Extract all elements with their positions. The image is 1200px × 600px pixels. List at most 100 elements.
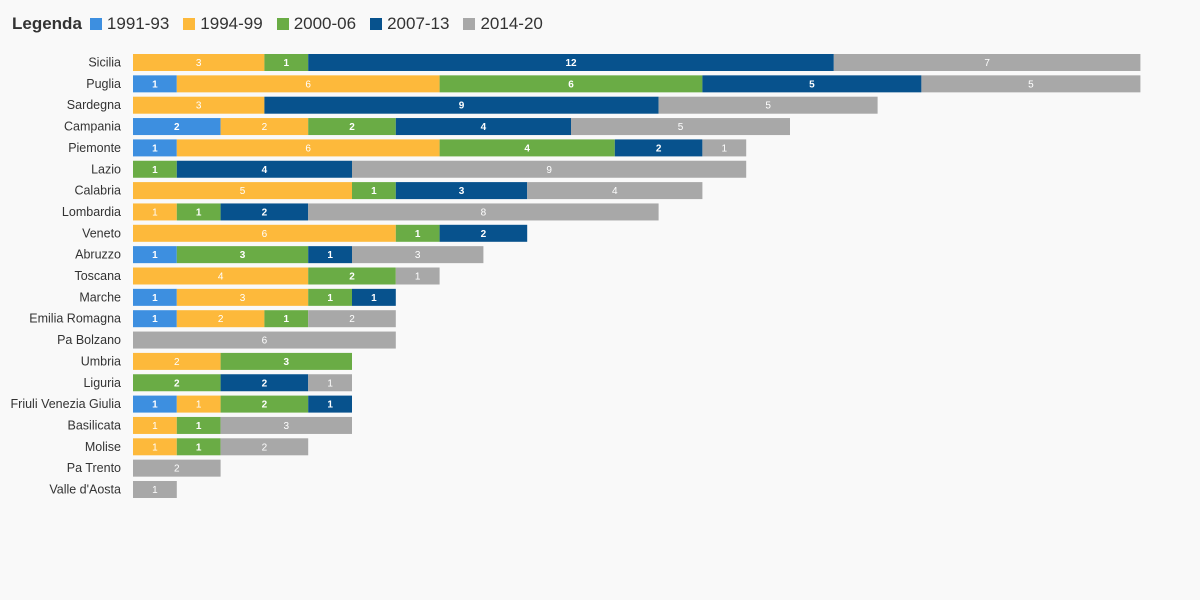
bar-segment[interactable] xyxy=(220,395,309,413)
bar-segment[interactable] xyxy=(352,246,484,264)
bar-segment[interactable] xyxy=(308,246,352,264)
category-label: Umbria xyxy=(81,354,121,368)
legend-swatch xyxy=(183,18,196,30)
bar-segment[interactable] xyxy=(176,416,221,434)
data-label: 3 xyxy=(196,101,202,112)
bar-segment[interactable] xyxy=(264,54,309,71)
data-label: 3 xyxy=(240,250,246,261)
bar-segment[interactable] xyxy=(133,246,177,264)
bar-segment[interactable] xyxy=(395,224,440,242)
bar-segment[interactable] xyxy=(220,203,309,221)
bar-segment[interactable] xyxy=(833,54,1141,71)
bar-segment[interactable] xyxy=(220,118,309,136)
data-label: 3 xyxy=(284,357,290,368)
bar-segment[interactable] xyxy=(176,288,309,306)
bar-segment[interactable] xyxy=(352,160,747,178)
bar-segment[interactable] xyxy=(264,96,659,114)
bar-segment[interactable] xyxy=(308,374,352,392)
bar-segment[interactable] xyxy=(308,54,834,71)
bar-segment[interactable] xyxy=(702,139,747,157)
data-label: 1 xyxy=(284,314,290,325)
bar-segment[interactable] xyxy=(571,118,790,136)
category-label: Campania xyxy=(64,120,121,134)
bar-segment[interactable] xyxy=(133,160,177,178)
bar-segment[interactable] xyxy=(176,438,221,456)
category-label: Piemonte xyxy=(68,141,121,155)
data-label: 12 xyxy=(565,58,577,69)
bar-segment[interactable] xyxy=(176,246,309,264)
bar-segment[interactable] xyxy=(176,160,352,178)
bar-segment[interactable] xyxy=(133,310,177,328)
bar-segment[interactable] xyxy=(352,182,396,200)
bar-segment[interactable] xyxy=(176,395,221,413)
data-label: 1 xyxy=(152,485,158,496)
legend-entry[interactable]: 1994-99 xyxy=(183,14,263,34)
bar-segment[interactable] xyxy=(220,352,352,370)
bar-segment[interactable] xyxy=(133,374,221,392)
bar-segment[interactable] xyxy=(133,481,177,498)
bar-segment[interactable] xyxy=(133,96,265,114)
legend-entry[interactable]: 2000-06 xyxy=(276,14,357,34)
bar-segment[interactable] xyxy=(133,459,221,477)
bar-segment[interactable] xyxy=(264,310,309,328)
bar-segment[interactable] xyxy=(133,54,265,71)
bar-segment[interactable] xyxy=(308,288,352,306)
legend-label: 2000-06 xyxy=(293,14,357,33)
data-label: 1 xyxy=(327,378,333,389)
bar-segment[interactable] xyxy=(133,75,177,93)
bar-segment[interactable] xyxy=(176,75,440,93)
bar-segment[interactable] xyxy=(352,288,396,306)
bar-segment[interactable] xyxy=(308,395,352,413)
bar-segment[interactable] xyxy=(133,416,177,434)
data-label: 1 xyxy=(196,421,202,432)
bar-segment[interactable] xyxy=(133,288,177,306)
bar-segment[interactable] xyxy=(395,182,528,200)
bar-segment[interactable] xyxy=(308,118,396,136)
data-label: 2 xyxy=(349,122,355,133)
bar-segment[interactable] xyxy=(133,203,177,221)
data-label: 1 xyxy=(196,400,202,411)
bar-segment[interactable] xyxy=(133,331,396,349)
bar-segment[interactable] xyxy=(220,438,309,456)
bar-segment[interactable] xyxy=(133,395,177,413)
data-label: 2 xyxy=(262,442,268,453)
legend-entry[interactable]: 2007-13 xyxy=(370,14,449,34)
bar-segment[interactable] xyxy=(133,182,352,200)
bar-segment[interactable] xyxy=(439,224,528,242)
bar-segment[interactable] xyxy=(702,75,922,93)
bar-segment[interactable] xyxy=(133,352,221,370)
bar-segment[interactable] xyxy=(133,224,396,242)
data-label: 6 xyxy=(262,229,268,240)
data-label: 1 xyxy=(152,442,158,453)
data-label: 2 xyxy=(262,122,268,133)
bar-segment[interactable] xyxy=(921,75,1141,93)
bar-segment[interactable] xyxy=(220,374,309,392)
bar-segment[interactable] xyxy=(133,438,177,456)
bar-segment[interactable] xyxy=(614,139,703,157)
data-label: 2 xyxy=(656,143,662,154)
bar-segment[interactable] xyxy=(439,75,703,93)
data-label: 1 xyxy=(371,186,377,197)
data-label: 1 xyxy=(152,250,158,261)
legend-entry[interactable]: 2014-20 xyxy=(463,14,543,34)
bar-segment[interactable] xyxy=(133,139,177,157)
bar-segment[interactable] xyxy=(133,118,221,136)
data-label: 5 xyxy=(765,101,771,112)
bar-segment[interactable] xyxy=(176,310,265,328)
bar-segment[interactable] xyxy=(220,416,352,434)
bar-segment[interactable] xyxy=(308,310,396,328)
bar-segment[interactable] xyxy=(176,139,440,157)
bar-segment[interactable] xyxy=(395,267,440,285)
bar-segment[interactable] xyxy=(176,203,221,221)
data-label: 1 xyxy=(152,79,158,90)
data-label: 3 xyxy=(284,421,290,432)
category-label: Liguria xyxy=(83,376,121,390)
bar-segment[interactable] xyxy=(439,139,615,157)
legend-entry[interactable]: 1991-93 xyxy=(89,14,169,34)
bar-segment[interactable] xyxy=(395,118,571,136)
bar-segment[interactable] xyxy=(527,182,703,200)
bar-segment[interactable] xyxy=(133,267,309,285)
bar-segment[interactable] xyxy=(308,203,659,221)
bar-segment[interactable] xyxy=(308,267,396,285)
bar-segment[interactable] xyxy=(658,96,878,114)
